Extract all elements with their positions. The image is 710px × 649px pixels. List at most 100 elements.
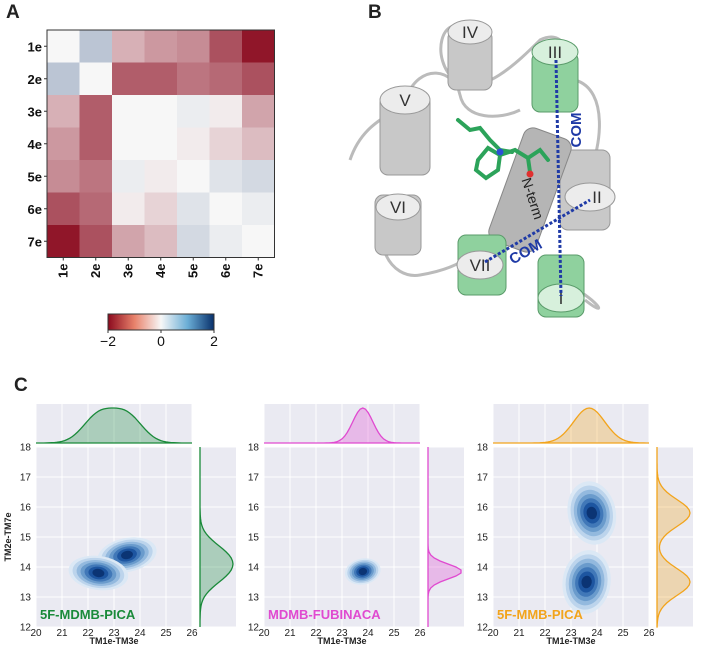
heatmap-col-label: 2e [88, 264, 103, 278]
helix-label-iii: III [548, 43, 562, 62]
density-contour [581, 575, 592, 589]
x-tick-label: 21 [56, 628, 68, 639]
heatmap-col-label: 5e [185, 264, 200, 278]
heatmap-cell [79, 62, 113, 96]
x-tick-label: 22 [82, 628, 94, 639]
heatmap-row-label: 2e [28, 72, 42, 87]
heatmap-cell [177, 62, 210, 96]
heatmap-row-label: 6e [28, 202, 42, 217]
x-tick-label: 22 [539, 628, 551, 639]
density-contour [586, 506, 597, 520]
series-name: MDMB-FUBINACA [268, 607, 381, 622]
panel-label-b: B [368, 2, 382, 23]
heatmap-col-label: 6e [218, 264, 233, 278]
heatmap-cell [47, 95, 80, 128]
x-tick-label: 23 [108, 628, 120, 639]
y-tick-label: 17 [477, 473, 489, 484]
x-tick-label: 21 [284, 628, 296, 639]
heatmap-cell [177, 225, 210, 258]
heatmap-row-label: 7e [28, 234, 42, 249]
y-tick-label: 14 [477, 563, 489, 574]
heatmap-cell [209, 30, 243, 63]
heatmap-cell [144, 192, 178, 226]
density-contour [121, 550, 133, 560]
y-tick-label: 17 [20, 473, 32, 484]
heatmap-col-label: 3e [120, 264, 135, 278]
heatmap-row-label: 3e [28, 104, 42, 119]
top-marginal-kde [264, 407, 420, 444]
heatmap-cell [79, 95, 113, 128]
kde-panels: 20 21 22 23 24 25 26 12 13 14 15 16 17 18 5F-MDMB-PICA… [3, 404, 693, 646]
colorbar-tick-label: 0 [157, 333, 165, 349]
x-tick-label: 24 [591, 628, 603, 639]
heatmap-cell [79, 225, 113, 258]
heatmap-cell [209, 160, 243, 193]
heatmap-cell [242, 62, 275, 96]
colorbar-gradient [107, 313, 215, 331]
y-tick-label: 14 [20, 563, 32, 574]
heatmap-cell [47, 192, 80, 226]
y-tick-label: 12 [248, 623, 260, 634]
x-tick-label: 24 [134, 628, 146, 639]
x-axis-title: TM1e-TM3e [89, 636, 138, 644]
density-contour [92, 568, 105, 578]
x-tick-label: 20 [487, 628, 499, 639]
helix-label-ii: II [592, 188, 601, 207]
heatmap-cell [177, 192, 210, 226]
heatmap-cell [242, 30, 275, 63]
x-tick-label: 25 [388, 628, 400, 639]
heatmap-cell [112, 30, 145, 63]
helix-label-v: V [399, 91, 411, 110]
y-tick-label: 14 [248, 563, 260, 574]
heatmap-cell [242, 192, 275, 226]
top-marginal-kde [493, 407, 649, 444]
heatmap: 1e 2e 3e 4e 5e 6e 7e 1e 2e 3e 4e 5e 6e 7e [28, 29, 275, 278]
x-tick-label: 25 [617, 628, 629, 639]
colorbar-tick-label: −2 [100, 333, 116, 349]
y-tick-label: 18 [20, 443, 32, 454]
colorbar-tick-label: 2 [210, 333, 218, 349]
heatmap-cell [242, 127, 275, 161]
x-tick-label: 22 [310, 628, 322, 639]
heatmap-row-label: 1e [28, 39, 42, 54]
x-tick-label: 20 [30, 628, 42, 639]
heatmap-cell [144, 62, 178, 96]
heatmap-cell [112, 127, 145, 161]
y-tick-label: 18 [477, 443, 489, 454]
y-tick-label: 12 [477, 623, 489, 634]
heatmap-cell [209, 95, 243, 128]
x-axis-title: TM1e-TM3e [546, 636, 595, 644]
heatmap-cell [79, 127, 113, 161]
heatmap-cell [47, 30, 80, 63]
y-tick-label: 17 [248, 473, 260, 484]
heatmap-row-label: 4e [28, 137, 42, 152]
heatmap-cell [112, 62, 145, 96]
x-tick-label: 23 [565, 628, 577, 639]
series-name: 5F-MMB-PICA [497, 607, 584, 622]
heatmap-cell [177, 30, 210, 63]
heatmap-cell [144, 160, 178, 193]
heatmap-cell [112, 225, 145, 258]
heatmap-cell [144, 225, 178, 258]
panel-label-a: A [6, 2, 20, 23]
heatmap-cell [112, 95, 145, 128]
x-tick-label: 24 [362, 628, 374, 639]
density-contour [358, 567, 368, 576]
y-tick-label: 16 [20, 503, 32, 514]
heatmap-col-label: 4e [153, 264, 168, 278]
y-tick-label: 16 [248, 503, 260, 514]
right-marginal-kde [199, 447, 234, 627]
heatmap-cell [209, 225, 243, 258]
heatmap-cell [144, 95, 178, 128]
x-tick-label: 26 [643, 628, 655, 639]
right-marginal-kde [656, 447, 691, 628]
heatmap-cell [79, 160, 113, 193]
y-tick-label: 15 [477, 533, 489, 544]
heatmap-cell [144, 127, 178, 161]
nterm-helix [488, 127, 572, 253]
helix-label-vi: VI [390, 198, 406, 217]
helix-label-i: I [559, 289, 564, 308]
y-tick-label: 12 [20, 623, 32, 634]
heatmap-col-label: 7e [250, 264, 265, 278]
